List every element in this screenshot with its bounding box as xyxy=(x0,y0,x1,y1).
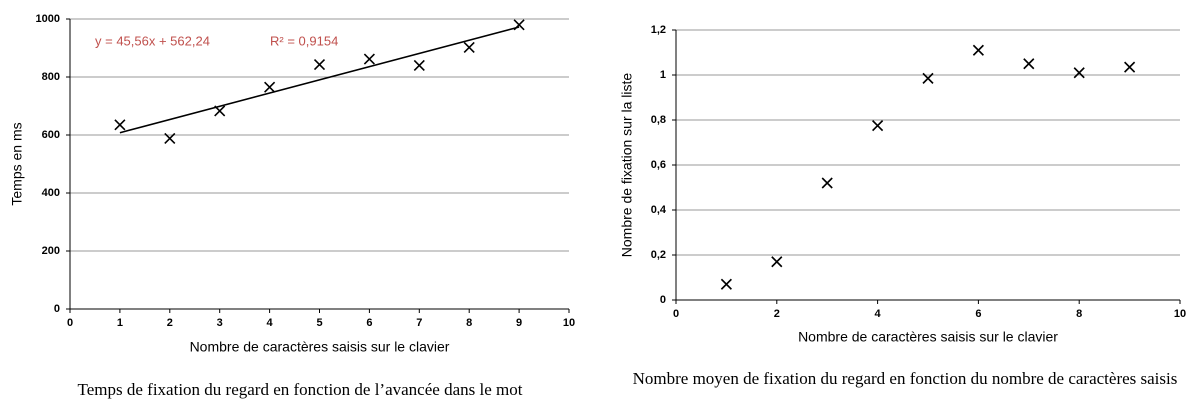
x-tick-label: 0 xyxy=(67,317,73,329)
marker xyxy=(1073,67,1085,79)
y-tick-label: 200 xyxy=(42,245,60,257)
y-tick-label: 0,8 xyxy=(651,114,666,126)
y-tick-label: 1000 xyxy=(36,13,60,25)
trendline xyxy=(119,26,520,134)
marker xyxy=(972,44,984,56)
x-tick-label: 1 xyxy=(117,317,123,329)
marker xyxy=(463,41,475,53)
y-tick-label: 400 xyxy=(42,187,60,199)
x-tick-label: 6 xyxy=(366,317,372,329)
y-tick-label: 1,2 xyxy=(651,24,666,36)
x-tick-label: 4 xyxy=(875,308,882,320)
x-tick-label: 10 xyxy=(1174,308,1186,320)
x-tick-label: 2 xyxy=(774,308,780,320)
y-tick-label: 0,2 xyxy=(651,249,666,261)
y-tick-label: 600 xyxy=(42,129,60,141)
y-tick-label: 0,6 xyxy=(651,159,666,171)
x-axis-label: Nombre de caractères saisis sur le clavi… xyxy=(798,329,1058,345)
marker xyxy=(363,53,375,65)
marker xyxy=(1124,61,1136,73)
y-tick-label: 0 xyxy=(660,294,666,306)
x-tick-label: 7 xyxy=(416,317,422,329)
marker xyxy=(313,58,326,71)
x-tick-label: 2 xyxy=(167,317,173,329)
caption: Temps de fixation du regard en fonction … xyxy=(77,380,523,399)
annotation: R² = 0,9154 xyxy=(270,33,338,48)
x-tick-label: 9 xyxy=(516,317,522,329)
marker xyxy=(771,256,783,268)
marker xyxy=(872,120,884,132)
marker xyxy=(164,132,176,145)
x-tick-label: 5 xyxy=(316,317,322,329)
x-tick-label: 6 xyxy=(975,308,981,320)
marker xyxy=(720,278,732,290)
caption: Nombre moyen de fixation du regard en fo… xyxy=(632,369,1178,388)
annotation: y = 45,56x + 562,24 xyxy=(95,33,210,48)
marker xyxy=(264,81,276,93)
y-axis-label: Temps en ms xyxy=(9,122,25,205)
y-axis-label: Nombre de fixation sur la liste xyxy=(619,73,635,258)
marker xyxy=(413,59,425,71)
y-tick-label: 0,4 xyxy=(651,204,667,216)
marker xyxy=(821,177,833,189)
y-tick-label: 0 xyxy=(54,303,60,315)
x-tick-label: 0 xyxy=(673,308,679,320)
x-tick-label: 8 xyxy=(466,317,472,329)
y-tick-label: 1 xyxy=(660,69,666,81)
marker xyxy=(513,19,525,31)
x-tick-label: 8 xyxy=(1076,308,1082,320)
marker xyxy=(114,119,126,131)
marker xyxy=(1023,58,1035,70)
x-tick-label: 4 xyxy=(267,317,274,329)
marker xyxy=(214,105,226,117)
x-tick-label: 3 xyxy=(217,317,223,329)
y-tick-label: 800 xyxy=(42,71,60,83)
x-tick-label: 10 xyxy=(563,317,575,329)
marker xyxy=(922,72,934,84)
x-axis-label: Nombre de caractères saisis sur le clavi… xyxy=(190,339,450,355)
